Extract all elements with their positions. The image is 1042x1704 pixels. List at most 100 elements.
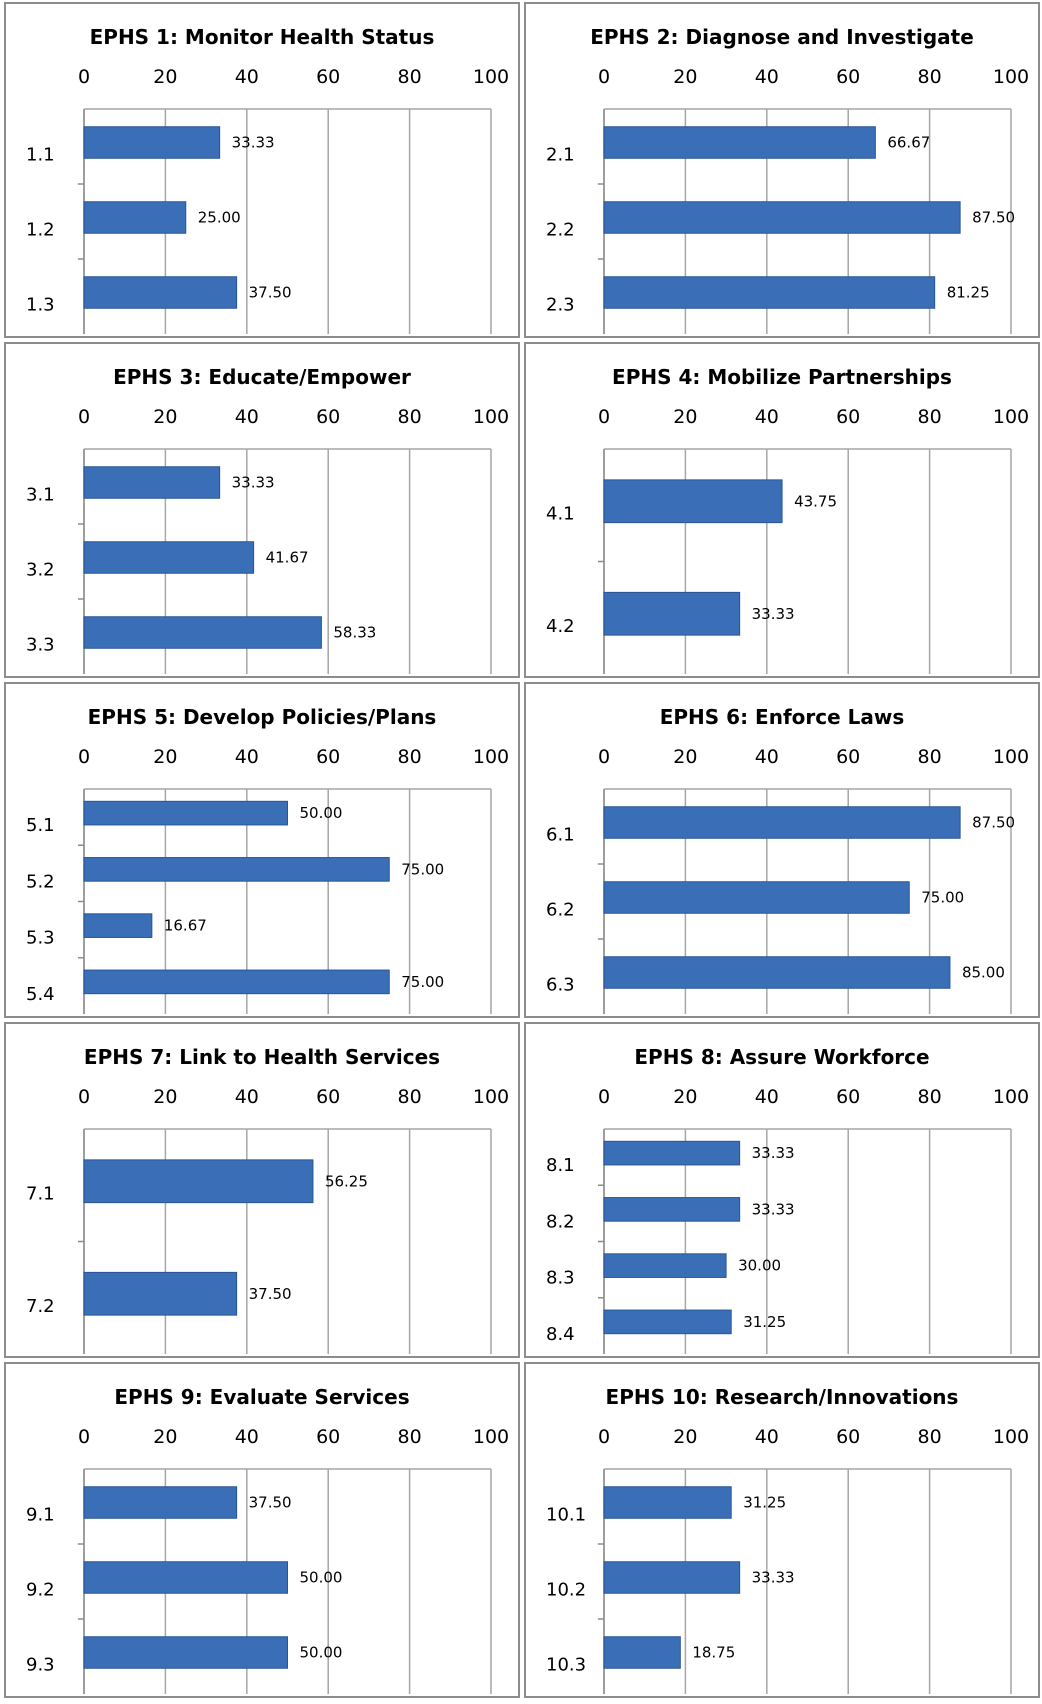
chart-panel-5: EPHS 5: Develop Policies/Plans 0 20 40 60 80 1… [4, 682, 520, 1018]
chart-svg: EPHS 9: Evaluate Services 0 20 40 60 80 100 37.… [26, 1385, 509, 1694]
x-tick-label: 0 [78, 1086, 90, 1108]
chart-panel-3: EPHS 3: Educate/Empower 0 20 40 60 80 100 33.33… [4, 342, 520, 678]
category-label: 9.1 [26, 1505, 55, 1526]
chart-panel-8: EPHS 8: Assure Workforce 0 20 40 60 80 100 33.3… [524, 1022, 1040, 1358]
category-label: 2.2 [546, 220, 575, 241]
x-tick-label: 100 [993, 1426, 1029, 1448]
x-tick-label: 20 [153, 746, 177, 768]
x-tick-label: 40 [755, 1086, 779, 1108]
x-tick-label: 0 [598, 746, 610, 768]
bar [603, 956, 951, 989]
x-tick-label: 20 [673, 1426, 697, 1448]
data-label: 33.33 [752, 1569, 795, 1587]
bar [603, 1486, 732, 1519]
data-label: 87.50 [972, 814, 1015, 832]
data-label: 25.00 [198, 209, 241, 227]
x-tick-label: 100 [993, 746, 1029, 768]
bar [83, 969, 390, 995]
x-tick-label: 0 [598, 406, 610, 428]
chart-svg: EPHS 5: Develop Policies/Plans 0 20 40 60 80 1… [26, 705, 509, 1014]
bar [83, 541, 255, 574]
category-label: 8.4 [546, 1324, 575, 1345]
x-tick-label: 20 [153, 1426, 177, 1448]
x-tick-label: 60 [836, 746, 860, 768]
bar [603, 479, 783, 524]
x-tick-label: 40 [755, 1426, 779, 1448]
category-label: 10.3 [546, 1655, 586, 1676]
data-label: 33.33 [752, 1200, 795, 1218]
bar [603, 591, 741, 636]
chart-svg: EPHS 7: Link to Health Services 0 20 40 60 80… [26, 1045, 509, 1354]
chart-panel-4: EPHS 4: Mobilize Partnerships 0 20 40 60 80 10… [524, 342, 1040, 678]
category-label: 8.3 [546, 1268, 575, 1289]
category-label: 6.2 [546, 900, 575, 921]
x-tick-label: 80 [918, 1426, 942, 1448]
x-tick-label: 60 [316, 1086, 340, 1108]
x-tick-label: 100 [473, 1086, 509, 1108]
x-tick-label: 20 [673, 746, 697, 768]
x-tick-label: 60 [836, 1086, 860, 1108]
x-tick-label: 100 [473, 66, 509, 88]
data-label: 33.33 [232, 134, 275, 152]
category-label: 10.1 [546, 1505, 586, 1526]
chart-panel-9: EPHS 9: Evaluate Services 0 20 40 60 80 100 37.… [4, 1362, 520, 1698]
x-tick-label: 40 [235, 406, 259, 428]
data-label: 30.00 [738, 1257, 781, 1275]
x-tick-label: 60 [316, 1426, 340, 1448]
x-tick-label: 0 [598, 66, 610, 88]
data-label: 85.00 [962, 964, 1005, 982]
data-label: 16.67 [164, 917, 207, 935]
category-label: 4.1 [546, 503, 575, 524]
chart-svg: EPHS 6: Enforce Laws 0 20 40 60 80 100 87.50 6.1… [546, 705, 1029, 1014]
category-label: 1.1 [26, 145, 55, 166]
category-label: 7.2 [26, 1296, 55, 1317]
data-label: 31.25 [743, 1313, 786, 1331]
x-tick-label: 40 [755, 746, 779, 768]
bar [603, 1140, 741, 1166]
x-tick-label: 40 [235, 746, 259, 768]
category-label: 3.2 [26, 560, 55, 581]
x-tick-label: 0 [78, 1426, 90, 1448]
x-tick-label: 60 [836, 66, 860, 88]
chart-svg: EPHS 3: Educate/Empower 0 20 40 60 80 100 33.33… [26, 365, 509, 674]
category-label: 6.1 [546, 825, 575, 846]
category-label: 8.2 [546, 1211, 575, 1232]
category-label: 4.2 [546, 616, 575, 637]
bar [603, 1197, 741, 1222]
x-tick-label: 60 [836, 1426, 860, 1448]
chart-title: EPHS 6: Enforce Laws [660, 705, 905, 729]
x-tick-label: 40 [235, 1426, 259, 1448]
chart-svg: EPHS 2: Diagnose and Investigate 0 20 40 60 8… [546, 25, 1029, 334]
chart-svg: EPHS 10: Research/Innovations 0 20 40 60 80 10… [546, 1385, 1029, 1694]
x-tick-label: 60 [836, 406, 860, 428]
bar [83, 857, 390, 882]
bar [603, 806, 961, 839]
bar [83, 1271, 238, 1316]
data-label: 75.00 [401, 860, 444, 878]
chart-title: EPHS 10: Research/Innovations [606, 1385, 959, 1409]
chart-panel-10: EPHS 10: Research/Innovations 0 20 40 60 80 10… [524, 1362, 1040, 1698]
data-label: 66.67 [887, 134, 930, 152]
x-tick-label: 40 [235, 1086, 259, 1108]
data-label: 50.00 [300, 1569, 343, 1587]
x-tick-label: 20 [673, 66, 697, 88]
x-tick-label: 0 [598, 1086, 610, 1108]
bar [603, 126, 876, 159]
bar [603, 276, 936, 309]
bar [83, 1159, 314, 1204]
x-tick-label: 100 [993, 66, 1029, 88]
category-label: 9.3 [26, 1655, 55, 1676]
x-tick-label: 80 [398, 1426, 422, 1448]
x-tick-label: 100 [993, 1086, 1029, 1108]
bar [603, 1561, 741, 1594]
chart-title: EPHS 5: Develop Policies/Plans [88, 705, 437, 729]
chart-panel-1: EPHS 1: Monitor Health Status 0 20 40 60 80 10… [4, 2, 520, 338]
x-tick-label: 100 [473, 746, 509, 768]
category-label: 10.2 [546, 1580, 586, 1601]
chart-panel-2: EPHS 2: Diagnose and Investigate 0 20 40 60 8… [524, 2, 1040, 338]
bar [83, 800, 288, 826]
data-label: 50.00 [300, 804, 343, 822]
category-label: 2.1 [546, 145, 575, 166]
chart-title: EPHS 8: Assure Workforce [634, 1045, 929, 1069]
